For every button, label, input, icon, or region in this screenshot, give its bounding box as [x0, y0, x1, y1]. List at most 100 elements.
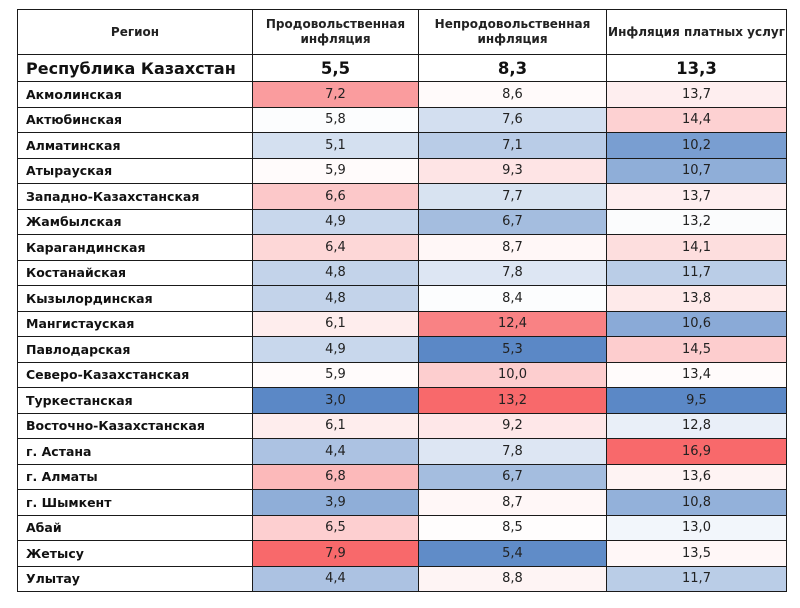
table-row: Мангистауская 6,1 12,4 10,6: [17, 310, 787, 337]
table-row: Жетысу 7,9 5,4 13,5: [17, 540, 787, 567]
food-inflation-cell: 4,8: [252, 285, 419, 312]
table-row: г. Алматы 6,8 6,7 13,6: [17, 463, 787, 490]
nonfood-inflation-cell: 8,7: [418, 234, 607, 261]
services-inflation-cell: 14,1: [606, 234, 787, 261]
nonfood-inflation-cell: 13,2: [418, 387, 607, 414]
region-name: Улытау: [17, 565, 253, 592]
services-inflation-cell: 12,8: [606, 412, 787, 439]
services-inflation-cell: 10,2: [606, 132, 787, 159]
food-inflation-cell: 4,8: [252, 259, 419, 286]
region-name: Карагандинская: [17, 234, 253, 261]
food-inflation-cell: 4,9: [252, 208, 419, 235]
nonfood-inflation-cell: 8,6: [418, 81, 607, 108]
nonfood-inflation-cell: 8,8: [418, 565, 607, 592]
services-inflation-cell: 11,7: [606, 565, 787, 592]
region-name: Жетысу: [17, 540, 253, 567]
nonfood-inflation-cell: 6,7: [418, 463, 607, 490]
nonfood-inflation-cell: 7,8: [418, 438, 607, 465]
services-inflation-cell: 13,0: [606, 514, 787, 541]
region-name: Атырауская: [17, 157, 253, 184]
nonfood-inflation-cell: 9,3: [418, 157, 607, 184]
region-name: г. Астана: [17, 438, 253, 465]
services-inflation-cell: 11,7: [606, 259, 787, 286]
total-row: Республика Казахстан 5,5 8,3 13,3: [17, 54, 787, 82]
services-inflation-cell: 14,4: [606, 106, 787, 133]
services-inflation-cell: 13,8: [606, 285, 787, 312]
table-row: Костанайская 4,8 7,8 11,7: [17, 259, 787, 286]
region-name: Мангистауская: [17, 310, 253, 337]
table-row: Северо-Казахстанская 5,9 10,0 13,4: [17, 361, 787, 388]
table-row: Улытау 4,4 8,8 11,7: [17, 565, 787, 592]
food-inflation-cell: 6,6: [252, 183, 419, 210]
nonfood-inflation-cell: 7,8: [418, 259, 607, 286]
food-inflation-cell: 6,5: [252, 514, 419, 541]
table-row: г. Шымкент 3,9 8,7 10,8: [17, 489, 787, 516]
food-inflation-cell: 5,9: [252, 157, 419, 184]
header-food-inflation: Продовольственная инфляция: [252, 9, 419, 55]
header-services-inflation: Инфляция платных услуг: [606, 9, 787, 55]
services-inflation-cell: 9,5: [606, 387, 787, 414]
nonfood-inflation-cell: 8,5: [418, 514, 607, 541]
services-inflation-cell: 13,2: [606, 208, 787, 235]
services-inflation-cell: 14,5: [606, 336, 787, 363]
services-inflation-cell: 13,7: [606, 81, 787, 108]
table-row: Западно-Казахстанская 6,6 7,7 13,7: [17, 183, 787, 210]
table-row: Актюбинская 5,8 7,6 14,4: [17, 106, 787, 133]
food-inflation-cell: 4,4: [252, 438, 419, 465]
region-name: Северо-Казахстанская: [17, 361, 253, 388]
nonfood-inflation-cell: 9,2: [418, 412, 607, 439]
table-row: Алматинская 5,1 7,1 10,2: [17, 132, 787, 159]
total-services: 13,3: [606, 54, 787, 82]
region-name: Костанайская: [17, 259, 253, 286]
region-name: Кызылординская: [17, 285, 253, 312]
nonfood-inflation-cell: 8,7: [418, 489, 607, 516]
region-name: Абай: [17, 514, 253, 541]
food-inflation-cell: 5,1: [252, 132, 419, 159]
region-name: г. Шымкент: [17, 489, 253, 516]
food-inflation-cell: 6,1: [252, 412, 419, 439]
nonfood-inflation-cell: 12,4: [418, 310, 607, 337]
table-row: Карагандинская 6,4 8,7 14,1: [17, 234, 787, 261]
region-name: Алматинская: [17, 132, 253, 159]
food-inflation-cell: 6,1: [252, 310, 419, 337]
nonfood-inflation-cell: 5,4: [418, 540, 607, 567]
header-row: Регион Продовольственная инфляция Непрод…: [17, 9, 787, 55]
food-inflation-cell: 5,9: [252, 361, 419, 388]
table-row: Туркестанская 3,0 13,2 9,5: [17, 387, 787, 414]
table-row: Кызылординская 4,8 8,4 13,8: [17, 285, 787, 312]
table-row: Абай 6,5 8,5 13,0: [17, 514, 787, 541]
region-name: Павлодарская: [17, 336, 253, 363]
header-nonfood-inflation: Непродовольственная инфляция: [418, 9, 607, 55]
region-name: Актюбинская: [17, 106, 253, 133]
inflation-table: Регион Продовольственная инфляция Непрод…: [17, 9, 787, 592]
table-row: Павлодарская 4,9 5,3 14,5: [17, 336, 787, 363]
region-name: Восточно-Казахстанская: [17, 412, 253, 439]
table-row: Атырауская 5,9 9,3 10,7: [17, 157, 787, 184]
region-name: г. Алматы: [17, 463, 253, 490]
table-row: Восточно-Казахстанская 6,1 9,2 12,8: [17, 412, 787, 439]
food-inflation-cell: 6,4: [252, 234, 419, 261]
total-nonfood: 8,3: [418, 54, 607, 82]
food-inflation-cell: 4,9: [252, 336, 419, 363]
food-inflation-cell: 5,8: [252, 106, 419, 133]
nonfood-inflation-cell: 7,6: [418, 106, 607, 133]
services-inflation-cell: 13,4: [606, 361, 787, 388]
nonfood-inflation-cell: 7,7: [418, 183, 607, 210]
header-region: Регион: [17, 9, 253, 55]
nonfood-inflation-cell: 6,7: [418, 208, 607, 235]
total-food: 5,5: [252, 54, 419, 82]
food-inflation-cell: 7,9: [252, 540, 419, 567]
table-row: г. Астана 4,4 7,8 16,9: [17, 438, 787, 465]
nonfood-inflation-cell: 8,4: [418, 285, 607, 312]
region-name: Акмолинская: [17, 81, 253, 108]
services-inflation-cell: 10,6: [606, 310, 787, 337]
total-region: Республика Казахстан: [17, 54, 253, 82]
food-inflation-cell: 4,4: [252, 565, 419, 592]
region-name: Туркестанская: [17, 387, 253, 414]
services-inflation-cell: 10,8: [606, 489, 787, 516]
food-inflation-cell: 6,8: [252, 463, 419, 490]
table-row: Жамбылская 4,9 6,7 13,2: [17, 208, 787, 235]
nonfood-inflation-cell: 7,1: [418, 132, 607, 159]
nonfood-inflation-cell: 10,0: [418, 361, 607, 388]
food-inflation-cell: 3,9: [252, 489, 419, 516]
